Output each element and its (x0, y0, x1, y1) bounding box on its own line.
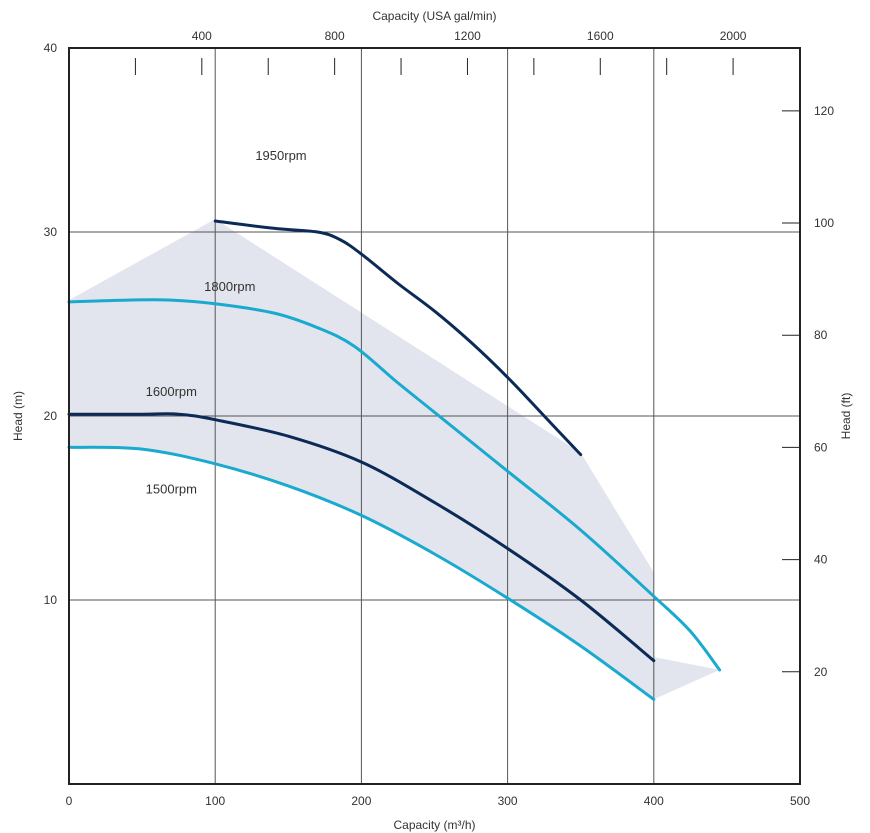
x-top-tick-label: 2000 (720, 29, 747, 43)
operating-envelope-layer (69, 219, 720, 700)
y-right-tick-label: 20 (814, 665, 828, 679)
x-bottom-tick-label: 0 (66, 794, 73, 808)
y-left-tick-label: 20 (44, 409, 58, 423)
x-top-tick-label: 800 (325, 29, 345, 43)
series-label-1950rpm: 1950rpm (255, 148, 306, 163)
y-right-tick-label: 100 (814, 216, 834, 230)
x-top-axis-title: Capacity (USA gal/min) (372, 9, 496, 23)
plot-frame (68, 47, 801, 785)
x-top-tick-label: 1600 (587, 29, 614, 43)
series-line-1800rpm (67, 298, 722, 672)
operating-envelope (69, 219, 720, 700)
labels-layer: 1950rpm 1800rpm 1600rpm 1500rpm (146, 148, 307, 496)
x-bottom-axis-title: Capacity (m³/h) (393, 818, 475, 832)
y-right-tick-label: 60 (814, 440, 828, 454)
x-bottom-tick-label: 100 (205, 794, 225, 808)
series-label-1600rpm: 1600rpm (146, 384, 197, 399)
series-line-1600rpm (67, 412, 656, 663)
x-bottom-tick-label: 500 (790, 794, 810, 808)
x-bottom-tick-label: 300 (498, 794, 518, 808)
y-left-tick-label: 10 (44, 593, 58, 607)
y-left-tick-label: 30 (44, 225, 58, 239)
series-label-1500rpm: 1500rpm (146, 481, 197, 496)
y-right-tick-label: 120 (814, 104, 834, 118)
series-line-1950rpm (213, 219, 583, 457)
x-top-tick-label: 1200 (454, 29, 481, 43)
series-layer (67, 219, 722, 701)
y-right-axis-title: Head (ft) (839, 393, 853, 440)
y-right-tick-label: 80 (814, 328, 828, 342)
y-left-tick-label: 40 (44, 41, 58, 55)
y-left-axis-title: Head (m) (11, 391, 25, 441)
x-bottom-tick-label: 400 (644, 794, 664, 808)
series-label-1800rpm: 1800rpm (204, 279, 255, 294)
x-top-tick-label: 400 (192, 29, 212, 43)
y-right-tick-label: 40 (814, 553, 828, 567)
series-line-1500rpm (67, 445, 656, 701)
axes-layer: 0 100 200 300 400 500 400 800 1200 1600 2000 10 20 30… (44, 29, 835, 808)
x-bottom-tick-label: 200 (351, 794, 371, 808)
